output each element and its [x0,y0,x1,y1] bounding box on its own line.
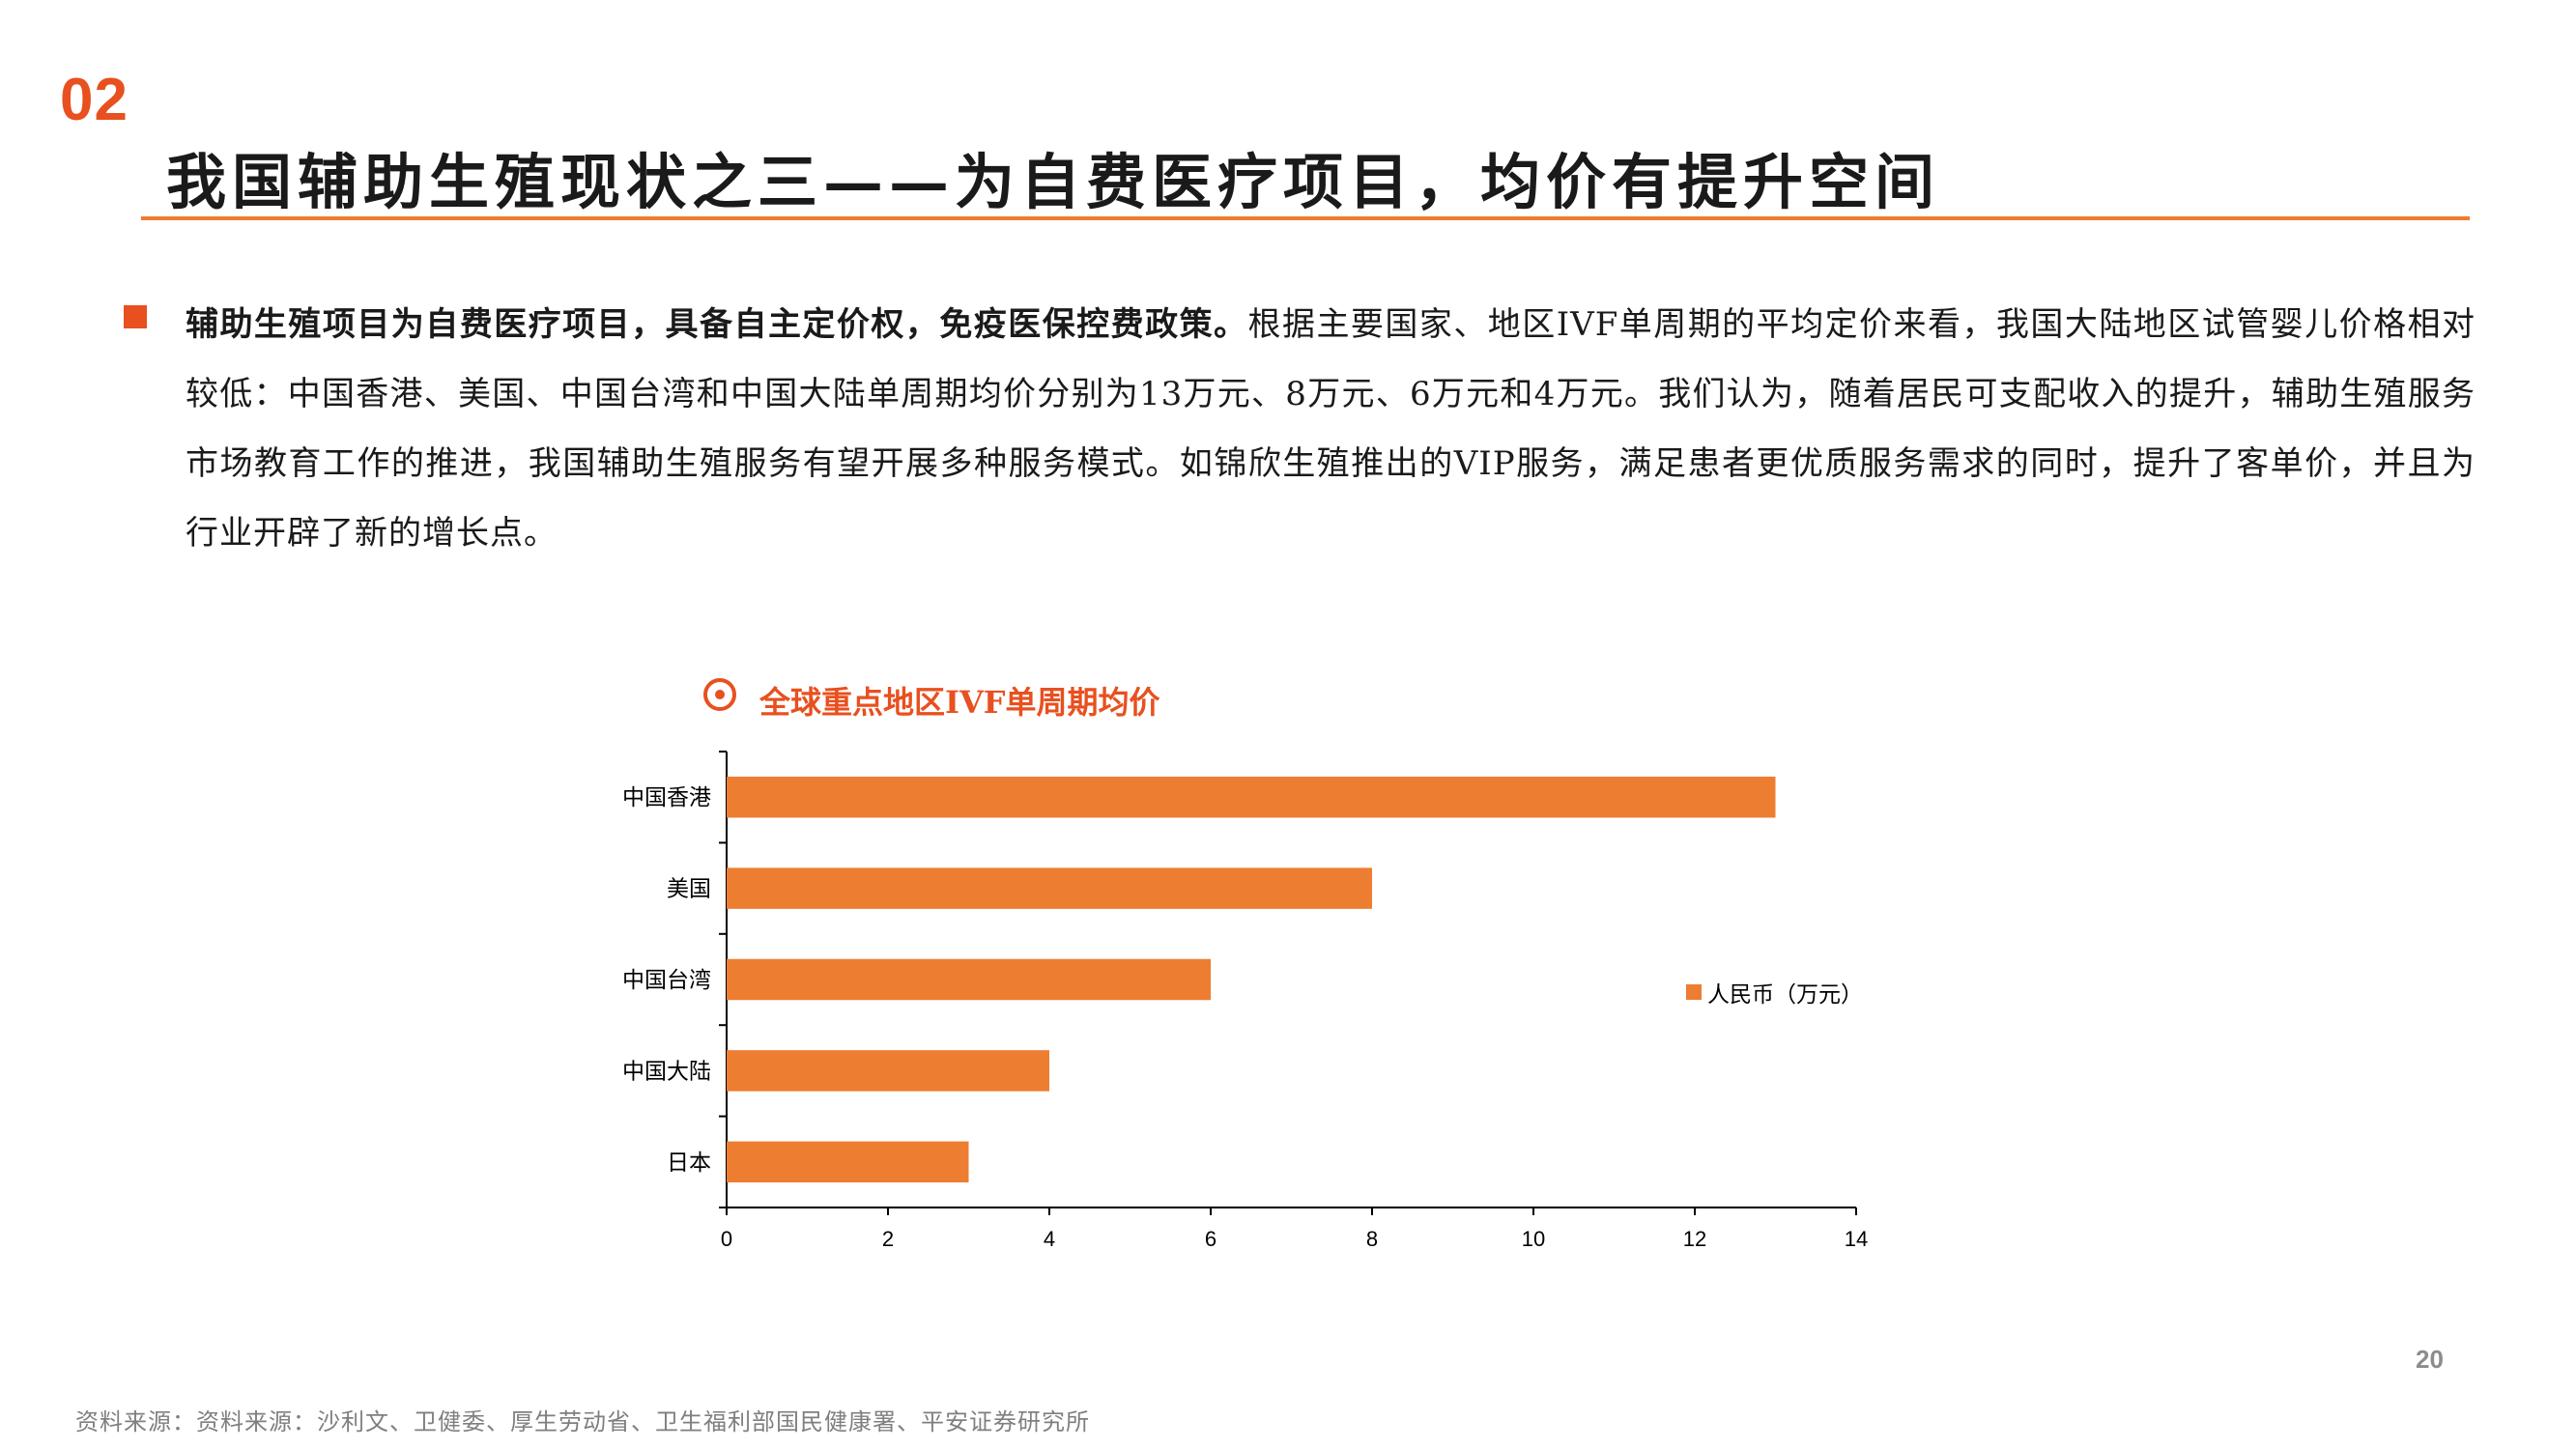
x-tick-label: 0 [721,1227,732,1251]
body-paragraph: 辅助生殖项目为自费医疗项目，具备自主定价权，免疫医保控费政策。根据主要国家、地区… [186,290,2476,568]
page-title: 我国辅助生殖现状之三——为自费医疗项目，均价有提升空间 [166,147,1941,217]
section-number: 02 [60,67,129,133]
y-tick-label: 中国台湾 [622,967,711,992]
target-icon [703,678,736,711]
title-divider [141,216,2470,220]
legend-swatch [1686,984,1702,1000]
x-tick-label: 10 [1522,1227,1545,1251]
bar-4 [727,1141,969,1183]
source-note: 资料来源：资料来源：沙利文、卫健委、厚生劳动省、卫生福利部国民健康署、平安证券研… [75,1408,1090,1435]
y-tick-label: 日本 [667,1150,711,1175]
bullet-square-icon [124,305,147,328]
y-tick-label: 中国香港 [622,784,711,810]
chart-title: 全球重点地区IVF单周期均价 [759,684,1160,721]
x-tick-label: 12 [1683,1227,1706,1251]
y-tick-label: 中国大陆 [622,1058,711,1083]
x-tick-label: 8 [1366,1227,1378,1251]
page-number: 20 [2416,1345,2444,1374]
body-text: 根据主要国家、地区IVF单周期的平均定价来看，我国大陆地区试管婴儿价格相对较低：… [186,305,2476,553]
legend-label: 人民币（万元） [1707,981,1863,1007]
bar-1 [727,867,1372,909]
x-tick-label: 6 [1205,1227,1216,1251]
bar-2 [727,958,1211,1001]
bar-3 [727,1050,1049,1092]
chart-legend: 人民币（万元） [1686,976,1863,1009]
body-bold-lead: 辅助生殖项目为自费医疗项目，具备自主定价权，免疫医保控费政策。 [186,305,1248,344]
x-tick-label: 2 [882,1227,894,1251]
x-tick-label: 4 [1044,1227,1055,1251]
x-tick-label: 14 [1845,1227,1868,1251]
bar-0 [727,776,1776,818]
y-tick-label: 美国 [667,876,711,901]
